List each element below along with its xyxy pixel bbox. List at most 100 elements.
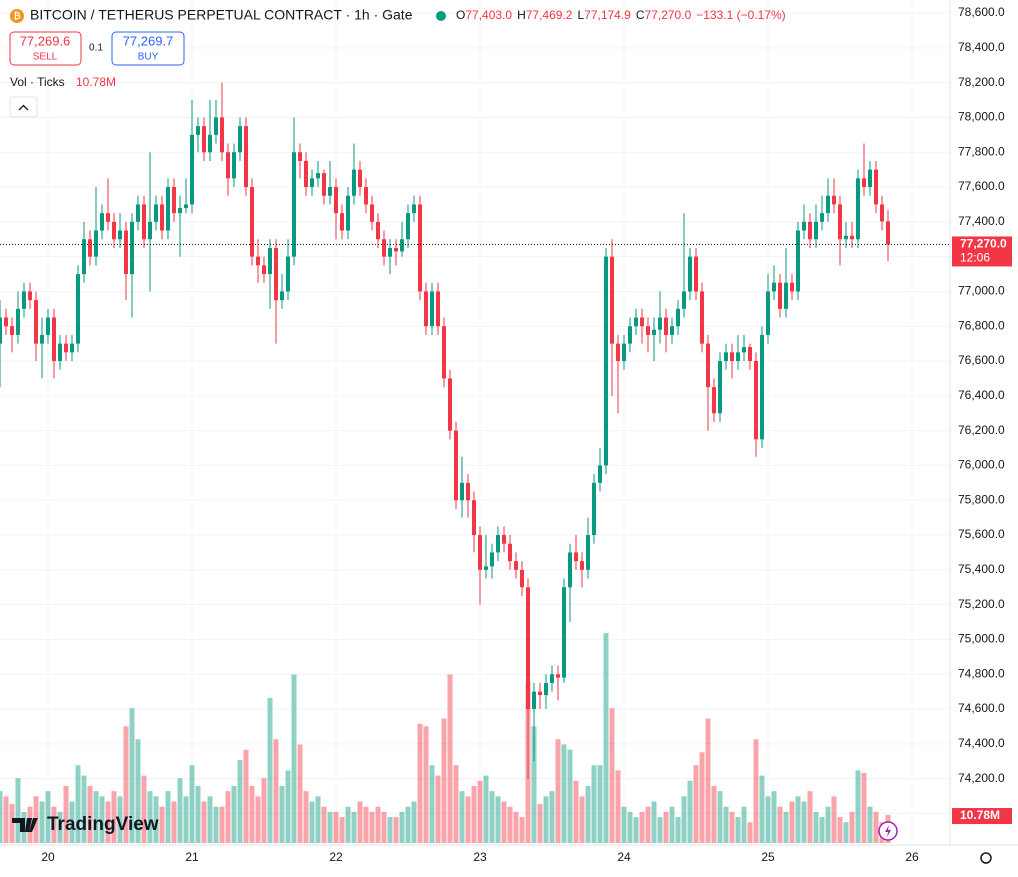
candle-body <box>358 169 362 188</box>
volume-bar <box>207 796 213 843</box>
settings-icon[interactable] <box>980 852 992 864</box>
volume-badge <box>952 808 1012 825</box>
volume-bar <box>747 822 753 843</box>
y-tick-label: 74,800.0 <box>958 666 1005 680</box>
volume-bar <box>609 708 615 843</box>
candle-body <box>790 282 794 292</box>
volume-bar <box>753 739 759 843</box>
y-tick-label: 78,400.0 <box>958 40 1005 54</box>
candle-body <box>136 204 140 222</box>
volume-bar <box>849 811 855 843</box>
y-tick-label: 74,600.0 <box>958 701 1005 715</box>
ohlc: O77,403.0 H77,469.2 L77,174.9 C77,270.0 −133… <box>456 8 786 22</box>
candle-body <box>508 543 512 562</box>
candle-body <box>820 213 824 222</box>
candle-layer <box>0 82 950 779</box>
candle-body <box>130 221 134 275</box>
candle-body <box>466 482 470 501</box>
candle-body <box>700 291 704 344</box>
volume-bar <box>435 775 441 843</box>
last-price-badge <box>952 236 1012 267</box>
candle-body <box>304 160 308 188</box>
candle-body <box>280 291 284 301</box>
volume-bar <box>171 801 177 843</box>
candle-body <box>574 552 578 562</box>
candle-body <box>76 274 80 344</box>
candle-body <box>808 221 812 240</box>
volume-bar <box>807 791 813 843</box>
volume-bar <box>801 801 807 843</box>
candle-body <box>196 126 200 135</box>
candle-body <box>232 152 236 179</box>
volume-bar <box>285 770 291 843</box>
candle-body <box>112 221 116 240</box>
candle-body <box>94 230 98 257</box>
x-axis: 20 21 22 23 24 25 26 <box>41 850 919 864</box>
candle-body <box>598 465 602 483</box>
candle-body <box>22 291 26 309</box>
x-tick-label: 23 <box>473 850 487 864</box>
volume-bar <box>183 796 189 843</box>
volume-bar <box>309 801 315 843</box>
candle-body <box>730 352 734 362</box>
h-label: H <box>517 8 526 22</box>
volume-bar <box>567 749 573 843</box>
countdown-label: 12:06 <box>960 251 990 265</box>
candle-body <box>58 343 62 362</box>
candle-body <box>64 343 68 353</box>
candle-body <box>274 247 278 301</box>
vol-title: Vol · Ticks <box>10 75 65 89</box>
candle-body <box>226 152 230 179</box>
coin-icon-glyph: ₿ <box>13 11 20 21</box>
candle-body <box>412 204 416 214</box>
candle-body <box>610 256 614 344</box>
volume-bar <box>549 791 555 843</box>
volume-bar <box>837 817 843 843</box>
candle-body <box>484 566 488 570</box>
volume-bar <box>135 739 141 843</box>
y-tick-label: 75,200.0 <box>958 597 1005 611</box>
candle-body <box>100 213 104 231</box>
volume-bar <box>453 765 459 843</box>
candle-body <box>784 282 788 309</box>
candle-body <box>388 247 392 257</box>
candle-body <box>382 239 386 257</box>
candle-body <box>184 204 188 208</box>
volume-bar <box>51 806 57 843</box>
volume-bar <box>159 806 165 843</box>
candle-body <box>676 308 680 327</box>
sell-button[interactable] <box>9 31 82 66</box>
candle-body <box>436 291 440 327</box>
volume-bar <box>759 775 765 843</box>
candle-body <box>310 178 314 188</box>
candle-body <box>754 361 758 440</box>
candle-body <box>454 430 458 501</box>
c-value: 77,270.0 <box>645 8 692 22</box>
collapse-button[interactable] <box>9 96 38 118</box>
symbol[interactable]: BITCOIN / TETHERUS PERPETUAL CONTRACT · … <box>30 7 413 23</box>
candle-body <box>520 569 524 588</box>
candle-body <box>154 204 158 222</box>
volume-bar <box>399 811 405 843</box>
lightning-icon <box>885 825 891 837</box>
volume-bar <box>291 674 297 843</box>
candle-body <box>40 334 44 344</box>
buy-button[interactable] <box>111 31 185 66</box>
candle-body <box>622 343 626 362</box>
volume-bar <box>99 796 105 843</box>
candle-body <box>190 134 194 205</box>
volume-bar <box>561 744 567 843</box>
volume-layer <box>0 633 891 843</box>
volume-bar <box>405 806 411 843</box>
volume-bar <box>387 817 393 843</box>
volume-bar <box>213 806 219 843</box>
volume-bar <box>825 806 831 843</box>
candle-body <box>802 221 806 231</box>
candle-body <box>82 239 86 275</box>
candle-body <box>124 230 128 275</box>
candle-body <box>514 561 518 570</box>
x-tick-label: 20 <box>41 850 55 864</box>
x-tick-label: 25 <box>761 850 775 864</box>
volume-bar <box>279 785 285 843</box>
